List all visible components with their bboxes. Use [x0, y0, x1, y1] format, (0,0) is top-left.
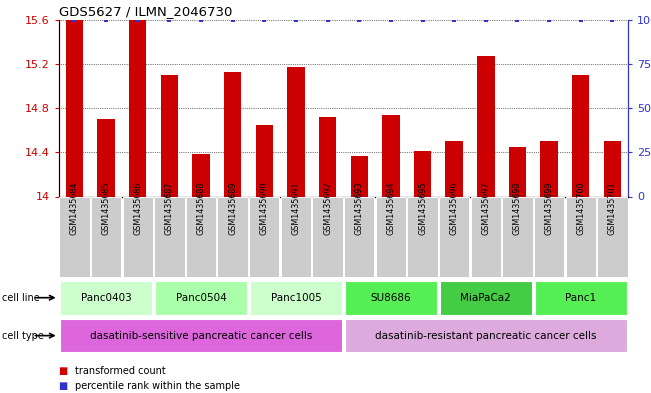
Bar	[439, 281, 532, 315]
Bar	[503, 196, 533, 277]
Text: ■: ■	[59, 365, 68, 376]
Bar	[66, 20, 83, 196]
Bar	[287, 67, 305, 196]
Bar	[382, 115, 400, 196]
Point	[354, 17, 365, 23]
Point	[449, 17, 460, 23]
Text: Panc0504: Panc0504	[176, 293, 227, 303]
Bar	[161, 75, 178, 196]
Point	[259, 17, 270, 23]
Bar	[445, 141, 463, 196]
Text: GSM1435690: GSM1435690	[260, 182, 269, 235]
Text: GSM1435695: GSM1435695	[418, 182, 427, 235]
Bar	[572, 75, 589, 196]
Bar	[250, 281, 342, 315]
Point	[512, 17, 523, 23]
Bar	[122, 196, 153, 277]
Text: GSM1435691: GSM1435691	[292, 182, 300, 235]
Text: MiaPaCa2: MiaPaCa2	[460, 293, 511, 303]
Bar	[534, 281, 627, 315]
Text: GSM1435700: GSM1435700	[576, 182, 585, 235]
Text: SU8686: SU8686	[370, 293, 411, 303]
Text: GSM1435684: GSM1435684	[70, 182, 79, 235]
Bar	[186, 196, 216, 277]
Bar	[319, 117, 337, 196]
Text: ■: ■	[59, 381, 68, 391]
Bar	[155, 281, 247, 315]
Point	[69, 17, 79, 23]
Bar	[129, 20, 146, 196]
Bar	[91, 196, 121, 277]
Point	[196, 17, 206, 23]
Point	[544, 17, 554, 23]
Text: Panc1: Panc1	[565, 293, 596, 303]
Text: GDS5627 / ILMN_2046730: GDS5627 / ILMN_2046730	[59, 6, 232, 18]
Bar	[217, 196, 248, 277]
Bar	[534, 196, 564, 277]
Bar	[597, 196, 628, 277]
Bar	[439, 196, 469, 277]
Point	[133, 17, 143, 23]
Bar	[312, 196, 343, 277]
Bar	[344, 196, 374, 277]
Bar	[344, 281, 437, 315]
Point	[227, 17, 238, 23]
Text: GSM1435693: GSM1435693	[355, 182, 364, 235]
Point	[607, 17, 618, 23]
Point	[385, 17, 396, 23]
Text: cell line: cell line	[2, 293, 40, 303]
Bar	[350, 156, 368, 196]
Bar	[566, 196, 596, 277]
Text: GSM1435687: GSM1435687	[165, 182, 174, 235]
Text: GSM1435688: GSM1435688	[197, 182, 206, 235]
Bar	[154, 196, 184, 277]
Bar	[249, 196, 279, 277]
Bar	[414, 151, 431, 196]
Text: GSM1435697: GSM1435697	[481, 182, 490, 235]
Bar	[376, 196, 406, 277]
Point	[417, 17, 428, 23]
Text: dasatinib-sensitive pancreatic cancer cells: dasatinib-sensitive pancreatic cancer ce…	[90, 331, 312, 341]
Bar	[224, 72, 242, 196]
Point	[164, 17, 174, 23]
Bar	[281, 196, 311, 277]
Text: cell type: cell type	[2, 331, 44, 341]
Bar	[256, 125, 273, 196]
Point	[480, 17, 491, 23]
Text: GSM1435699: GSM1435699	[545, 182, 553, 235]
Bar	[59, 196, 90, 277]
Text: GSM1435692: GSM1435692	[323, 182, 332, 235]
Text: Panc1005: Panc1005	[271, 293, 322, 303]
Bar	[408, 196, 437, 277]
Bar	[60, 319, 342, 352]
Point	[291, 17, 301, 23]
Text: dasatinib-resistant pancreatic cancer cells: dasatinib-resistant pancreatic cancer ce…	[375, 331, 596, 341]
Text: GSM1435694: GSM1435694	[387, 182, 395, 235]
Bar	[60, 281, 152, 315]
Text: transformed count: transformed count	[75, 365, 165, 376]
Bar	[192, 154, 210, 196]
Bar	[471, 196, 501, 277]
Bar	[508, 147, 526, 196]
Point	[322, 17, 333, 23]
Text: GSM1435689: GSM1435689	[228, 182, 237, 235]
Bar	[344, 319, 627, 352]
Bar	[98, 119, 115, 196]
Text: GSM1435686: GSM1435686	[133, 182, 142, 235]
Point	[575, 17, 586, 23]
Text: GSM1435701: GSM1435701	[608, 182, 617, 235]
Text: GSM1435685: GSM1435685	[102, 182, 111, 235]
Text: percentile rank within the sample: percentile rank within the sample	[75, 381, 240, 391]
Point	[101, 17, 111, 23]
Text: GSM1435698: GSM1435698	[513, 182, 522, 235]
Bar	[603, 141, 621, 196]
Text: Panc0403: Panc0403	[81, 293, 132, 303]
Text: GSM1435696: GSM1435696	[450, 182, 459, 235]
Bar	[477, 56, 495, 196]
Bar	[540, 141, 558, 196]
